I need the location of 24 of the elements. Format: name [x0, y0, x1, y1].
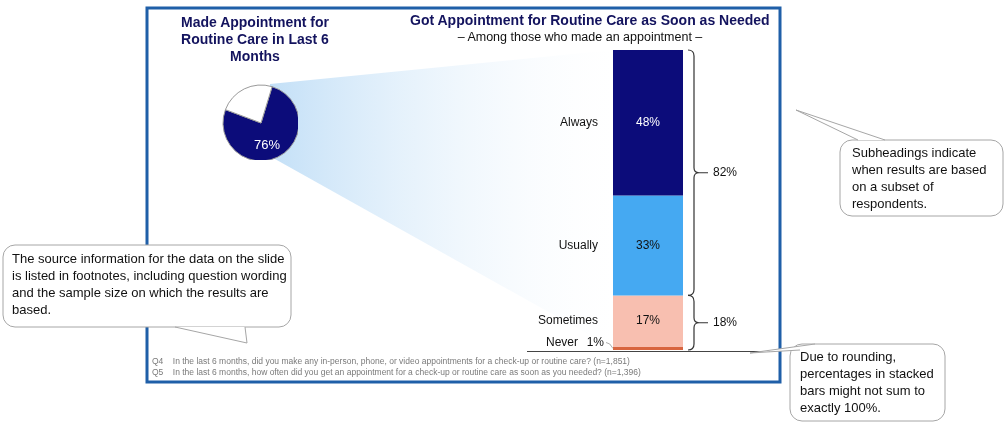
series-label: Sometimes	[537, 313, 598, 328]
text: Q4 In the last 6 months, did you make any in-person, phone, or video appointments for a check-up or routine care? (n=1,851)	[152, 356, 631, 367]
chart-title: Made Appointment for Routine Care in Last 6 Months	[180, 14, 330, 65]
data-label: 48%	[635, 114, 661, 129]
data-label: 17%	[635, 313, 661, 328]
data-label: 1%	[586, 334, 605, 349]
text: 82%	[713, 164, 738, 179]
chart-title: Got Appointment for Routine Care as Soon as Needed	[410, 12, 770, 28]
bar	[613, 50, 683, 196]
series-label: Always	[559, 114, 598, 129]
text: The source information for the data on the slide is listed in footnotes, including question wording and the sample size on which the results are based.	[12, 250, 287, 318]
text: Due to rounding, percentages in stacked bars might not sum to exactly 100%.	[800, 348, 935, 416]
data-label: 33%	[635, 237, 661, 252]
text: 18%	[713, 314, 738, 329]
bar	[613, 195, 683, 296]
text: Subheadings indicate when results are based on a subset of respondents.	[852, 144, 988, 212]
pie-slice	[222, 86, 298, 160]
bar	[613, 295, 683, 347]
text: Q5 In the last 6 months, how often did you get an appointment for a check-up or routine care as soon as you needed? (n=1,396)	[152, 367, 641, 378]
bar	[613, 346, 683, 350]
text: Never	[545, 334, 578, 349]
data-label: 76%	[254, 136, 281, 152]
chart-subtitle: – Among those who made an appointment –	[456, 30, 704, 44]
series-label: Usually	[558, 237, 598, 252]
